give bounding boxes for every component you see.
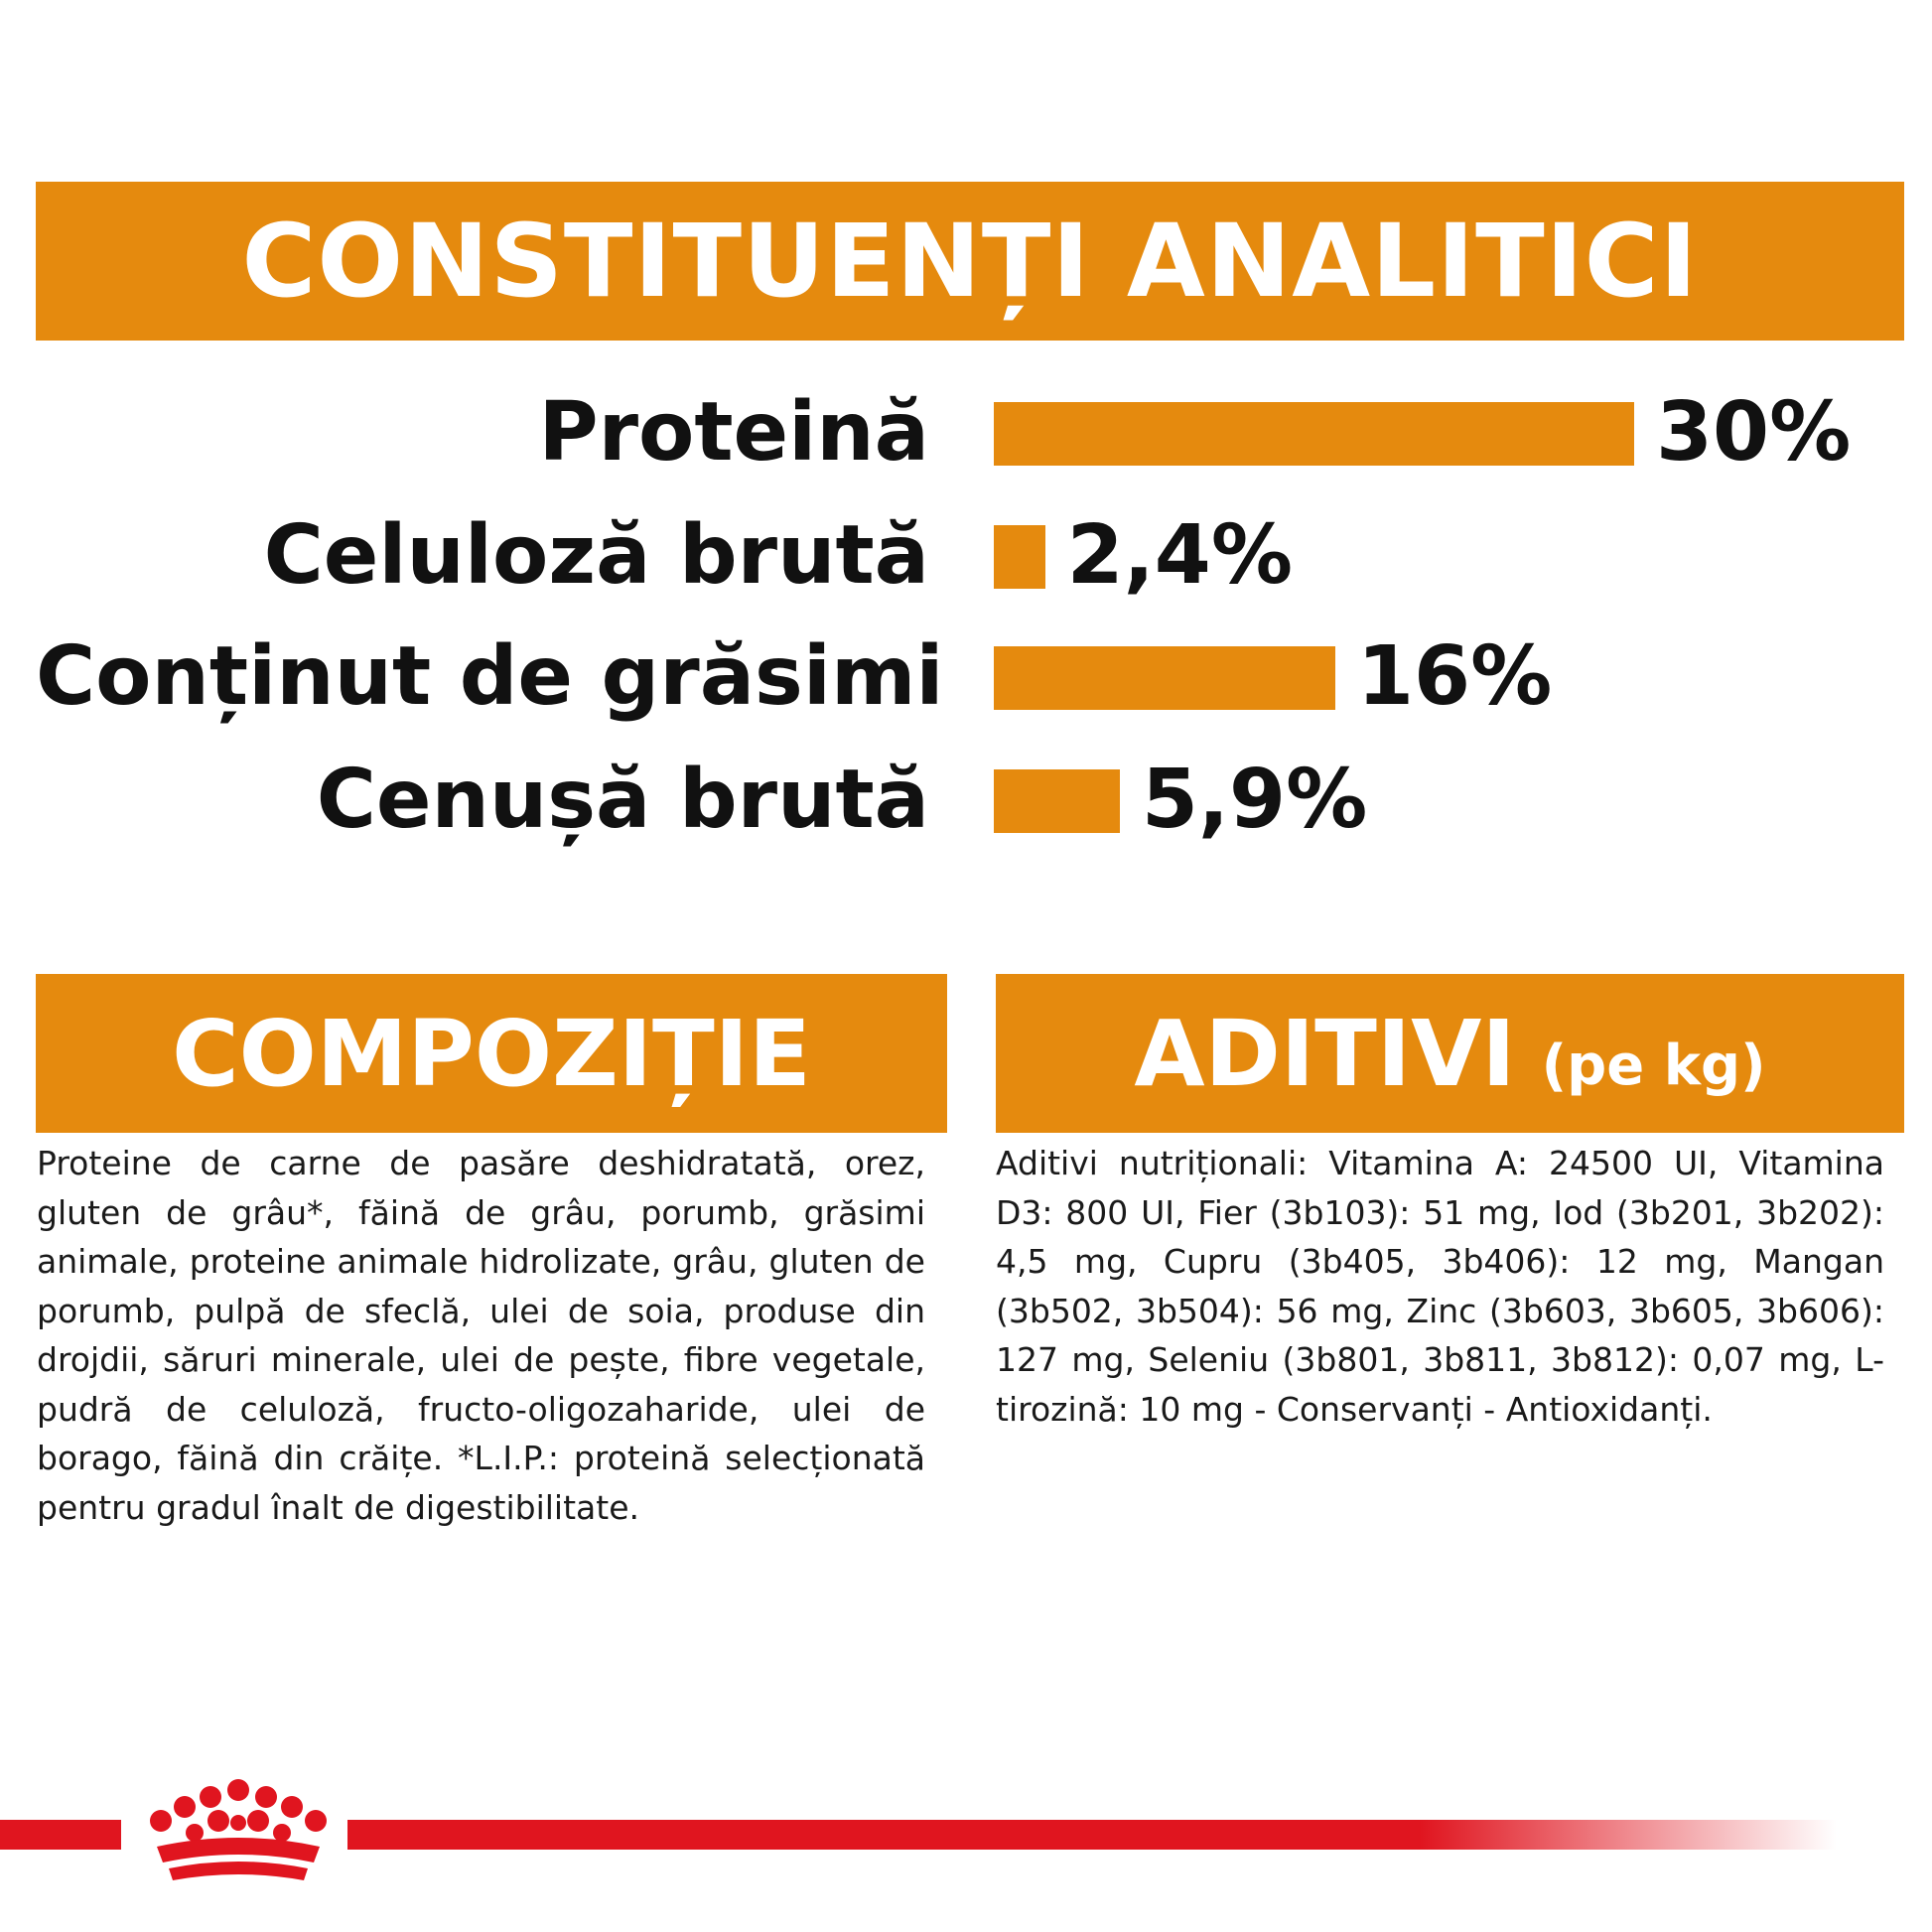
row-value-fat: 16%: [1357, 629, 1553, 724]
row-label-crude-ash: Cenușă brută: [316, 753, 929, 847]
row-bar-crude-fibre: [994, 525, 1045, 589]
row-bar-crude-ash: [994, 769, 1120, 833]
footer-red-line-right: [347, 1820, 1837, 1850]
row-label-protein: Proteină: [538, 385, 929, 480]
row-value-crude-ash: 5,9%: [1141, 753, 1368, 847]
analytic-header: CONSTITUENȚI ANALITICI: [36, 182, 1904, 341]
row-bar-protein: [994, 402, 1634, 466]
row-value-crude-fibre: 2,4%: [1066, 508, 1294, 603]
row-label-crude-fibre: Celuloză brută: [263, 508, 929, 603]
analytic-title: CONSTITUENȚI ANALITICI: [241, 202, 1699, 321]
additives-header: ADITIVI (pe kg): [996, 974, 1904, 1133]
row-bar-fat: [994, 646, 1335, 710]
composition-header: COMPOZIȚIE: [36, 974, 947, 1133]
additives-text: Aditivi nutriționali: Vitamina A: 24500 …: [996, 1144, 1884, 1429]
row-label-fat: Conținut de grăsimi: [36, 629, 944, 724]
additives-unit: (pe kg): [1541, 1033, 1766, 1098]
footer-red-line-left: [0, 1820, 121, 1850]
additives-title: ADITIVI: [1134, 1000, 1516, 1107]
composition-title: COMPOZIȚIE: [172, 1000, 811, 1107]
crown-logo-icon: [150, 1779, 327, 1880]
row-value-protein: 30%: [1656, 385, 1852, 480]
composition-text: Proteine de carne de pasăre deshidratată…: [37, 1144, 925, 1527]
